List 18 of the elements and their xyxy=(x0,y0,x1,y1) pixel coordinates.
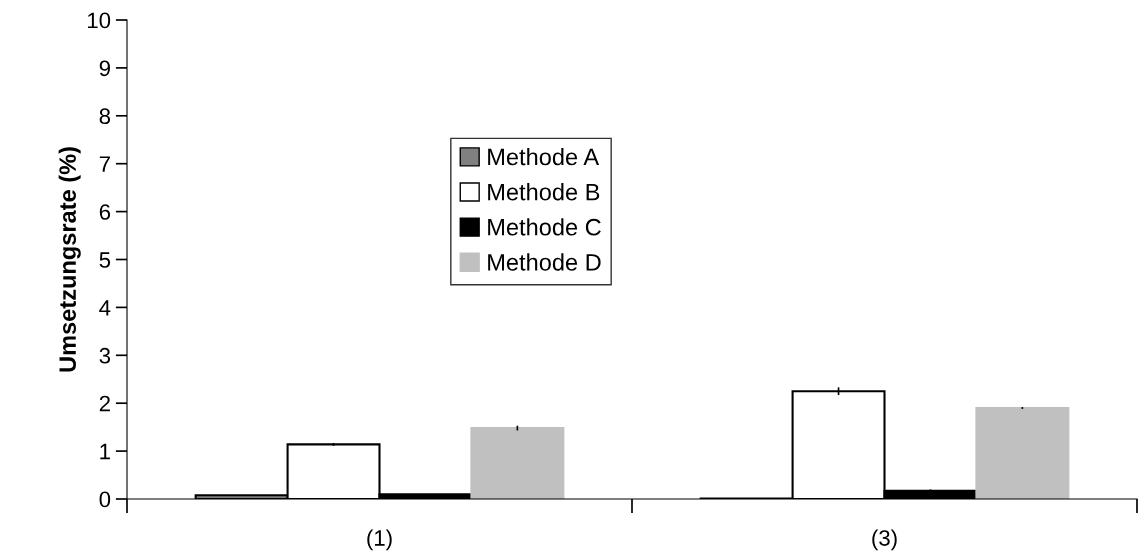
x-tick-label: (1) xyxy=(367,529,392,551)
y-tick-label: 9 xyxy=(99,60,110,77)
y-axis-title: Umsetzungsrate (%) xyxy=(58,147,81,372)
y-tick-label: 8 xyxy=(99,108,111,125)
y-tick-label: 3 xyxy=(99,347,111,364)
legend-label: Methode A xyxy=(488,147,600,166)
y-tick-label: 6 xyxy=(99,204,111,220)
y-tick-label: 1 xyxy=(100,443,110,460)
y-tick-label: 4 xyxy=(99,300,111,316)
y-tick-label: 10 xyxy=(88,12,111,29)
y-tick-label: 7 xyxy=(99,156,110,172)
x-tick-label: (3) xyxy=(872,529,897,551)
y-tick-label: 2 xyxy=(99,395,110,412)
y-tick-label: 0 xyxy=(99,491,111,508)
legend-label: Methode C xyxy=(488,218,601,236)
legend-label: Methode D xyxy=(488,253,601,271)
y-tick-label: 5 xyxy=(99,252,111,268)
legend-label: Methode B xyxy=(488,183,600,201)
